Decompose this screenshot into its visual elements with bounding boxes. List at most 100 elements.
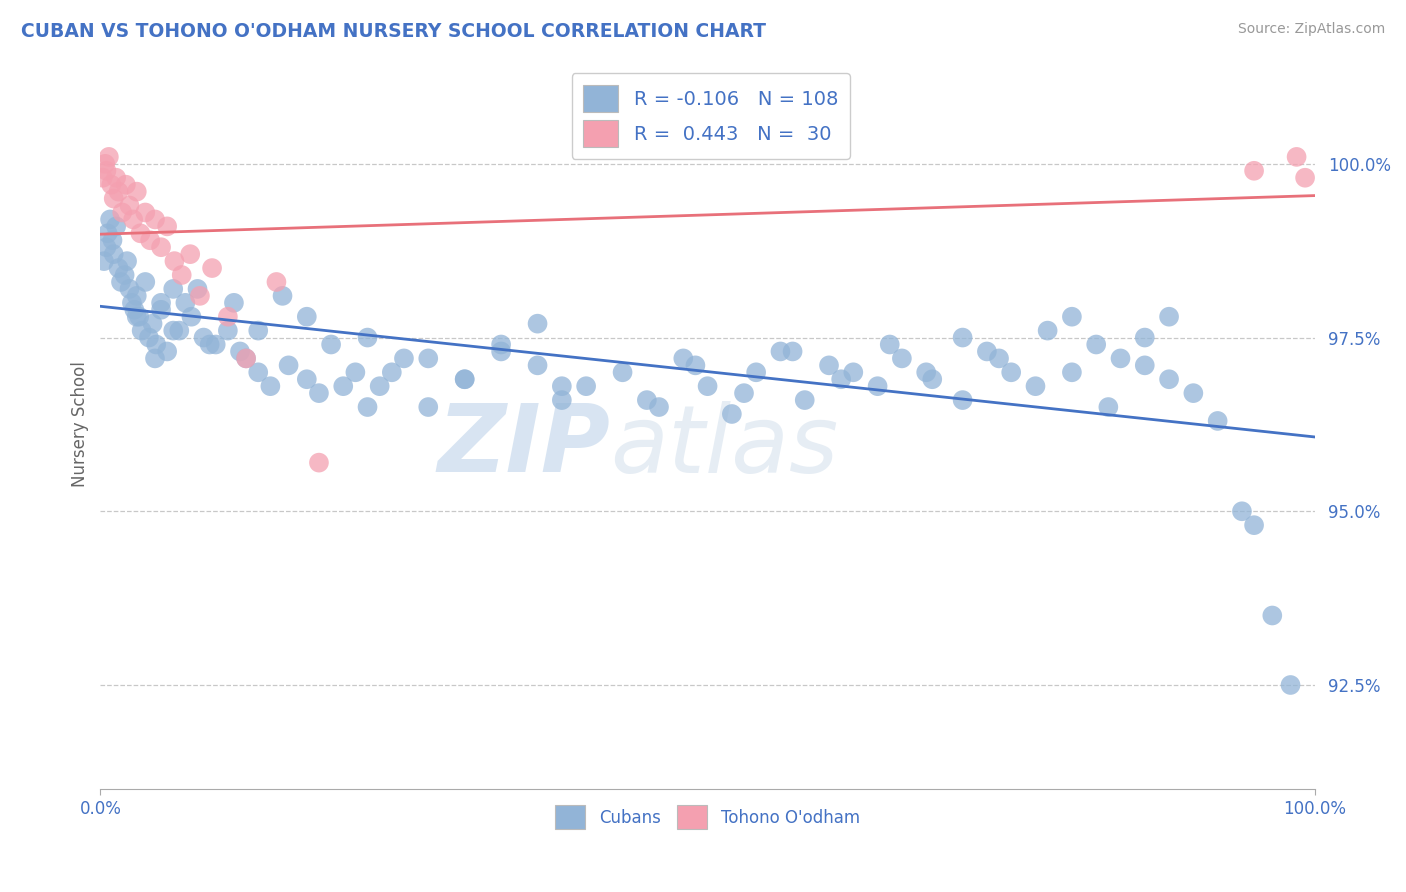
Point: [636, 393, 658, 408]
Point: [1024, 379, 1046, 393]
Point: [612, 365, 634, 379]
Point: [1230, 504, 1253, 518]
Point: [952, 393, 974, 408]
Point: [1133, 330, 1156, 344]
Point: [150, 302, 173, 317]
Point: [672, 351, 695, 366]
Point: [229, 344, 252, 359]
Point: [1000, 365, 1022, 379]
Point: [1060, 365, 1083, 379]
Point: [121, 295, 143, 310]
Point: [131, 324, 153, 338]
Point: [93, 254, 115, 268]
Point: [124, 302, 146, 317]
Point: [101, 233, 124, 247]
Point: [162, 282, 184, 296]
Point: [235, 351, 257, 366]
Point: [976, 344, 998, 359]
Point: [271, 289, 294, 303]
Point: [150, 240, 173, 254]
Point: [107, 185, 129, 199]
Point: [1036, 324, 1059, 338]
Point: [489, 344, 512, 359]
Point: [551, 379, 574, 393]
Point: [134, 205, 156, 219]
Point: [125, 185, 148, 199]
Point: [204, 337, 226, 351]
Point: [115, 178, 138, 192]
Y-axis label: Nursery School: Nursery School: [72, 361, 89, 487]
Point: [1133, 359, 1156, 373]
Point: [143, 351, 166, 366]
Point: [988, 351, 1011, 366]
Point: [1206, 414, 1229, 428]
Point: [1279, 678, 1302, 692]
Point: [319, 337, 342, 351]
Point: [454, 372, 477, 386]
Point: [381, 365, 404, 379]
Point: [125, 310, 148, 324]
Point: [97, 150, 120, 164]
Point: [193, 330, 215, 344]
Point: [96, 240, 118, 254]
Point: [222, 295, 245, 310]
Point: [308, 456, 330, 470]
Point: [143, 212, 166, 227]
Point: [696, 379, 718, 393]
Point: [1243, 163, 1265, 178]
Point: [1109, 351, 1132, 366]
Point: [142, 317, 165, 331]
Point: [118, 282, 141, 296]
Point: [769, 344, 792, 359]
Point: [356, 330, 378, 344]
Point: [308, 386, 330, 401]
Point: [115, 254, 138, 268]
Point: [1294, 170, 1316, 185]
Point: [114, 268, 136, 282]
Text: CUBAN VS TOHONO O'ODHAM NURSERY SCHOOL CORRELATION CHART: CUBAN VS TOHONO O'ODHAM NURSERY SCHOOL C…: [21, 22, 766, 41]
Point: [733, 386, 755, 401]
Point: [842, 365, 865, 379]
Point: [277, 359, 299, 373]
Point: [91, 170, 114, 185]
Point: [890, 351, 912, 366]
Point: [150, 295, 173, 310]
Text: atlas: atlas: [610, 401, 838, 491]
Point: [217, 310, 239, 324]
Point: [98, 212, 121, 227]
Point: [170, 268, 193, 282]
Point: [721, 407, 744, 421]
Point: [180, 310, 202, 324]
Point: [162, 324, 184, 338]
Point: [526, 359, 548, 373]
Point: [1157, 372, 1180, 386]
Point: [156, 344, 179, 359]
Point: [1097, 400, 1119, 414]
Point: [128, 310, 150, 324]
Point: [97, 227, 120, 241]
Point: [332, 379, 354, 393]
Point: [830, 372, 852, 386]
Point: [163, 254, 186, 268]
Point: [1285, 150, 1308, 164]
Point: [100, 178, 122, 192]
Point: [418, 351, 440, 366]
Point: [295, 310, 318, 324]
Point: [217, 324, 239, 338]
Point: [188, 289, 211, 303]
Point: [198, 337, 221, 351]
Point: [105, 170, 128, 185]
Point: [118, 198, 141, 212]
Point: [201, 261, 224, 276]
Point: [356, 400, 378, 414]
Point: [489, 337, 512, 351]
Point: [125, 289, 148, 303]
Point: [1261, 608, 1284, 623]
Legend: Cubans, Tohono O'odham: Cubans, Tohono O'odham: [548, 798, 866, 836]
Point: [295, 372, 318, 386]
Point: [247, 365, 270, 379]
Point: [169, 324, 191, 338]
Point: [1060, 310, 1083, 324]
Point: [818, 359, 841, 373]
Point: [392, 351, 415, 366]
